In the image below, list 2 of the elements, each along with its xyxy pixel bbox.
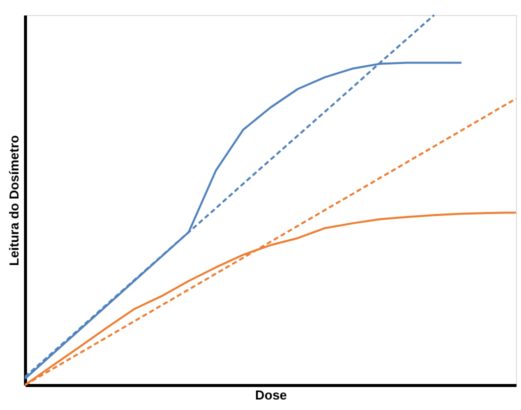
y-axis-title: Leitura do Dosímetro [6, 135, 22, 266]
x-axis-title: Dose [255, 388, 287, 402]
